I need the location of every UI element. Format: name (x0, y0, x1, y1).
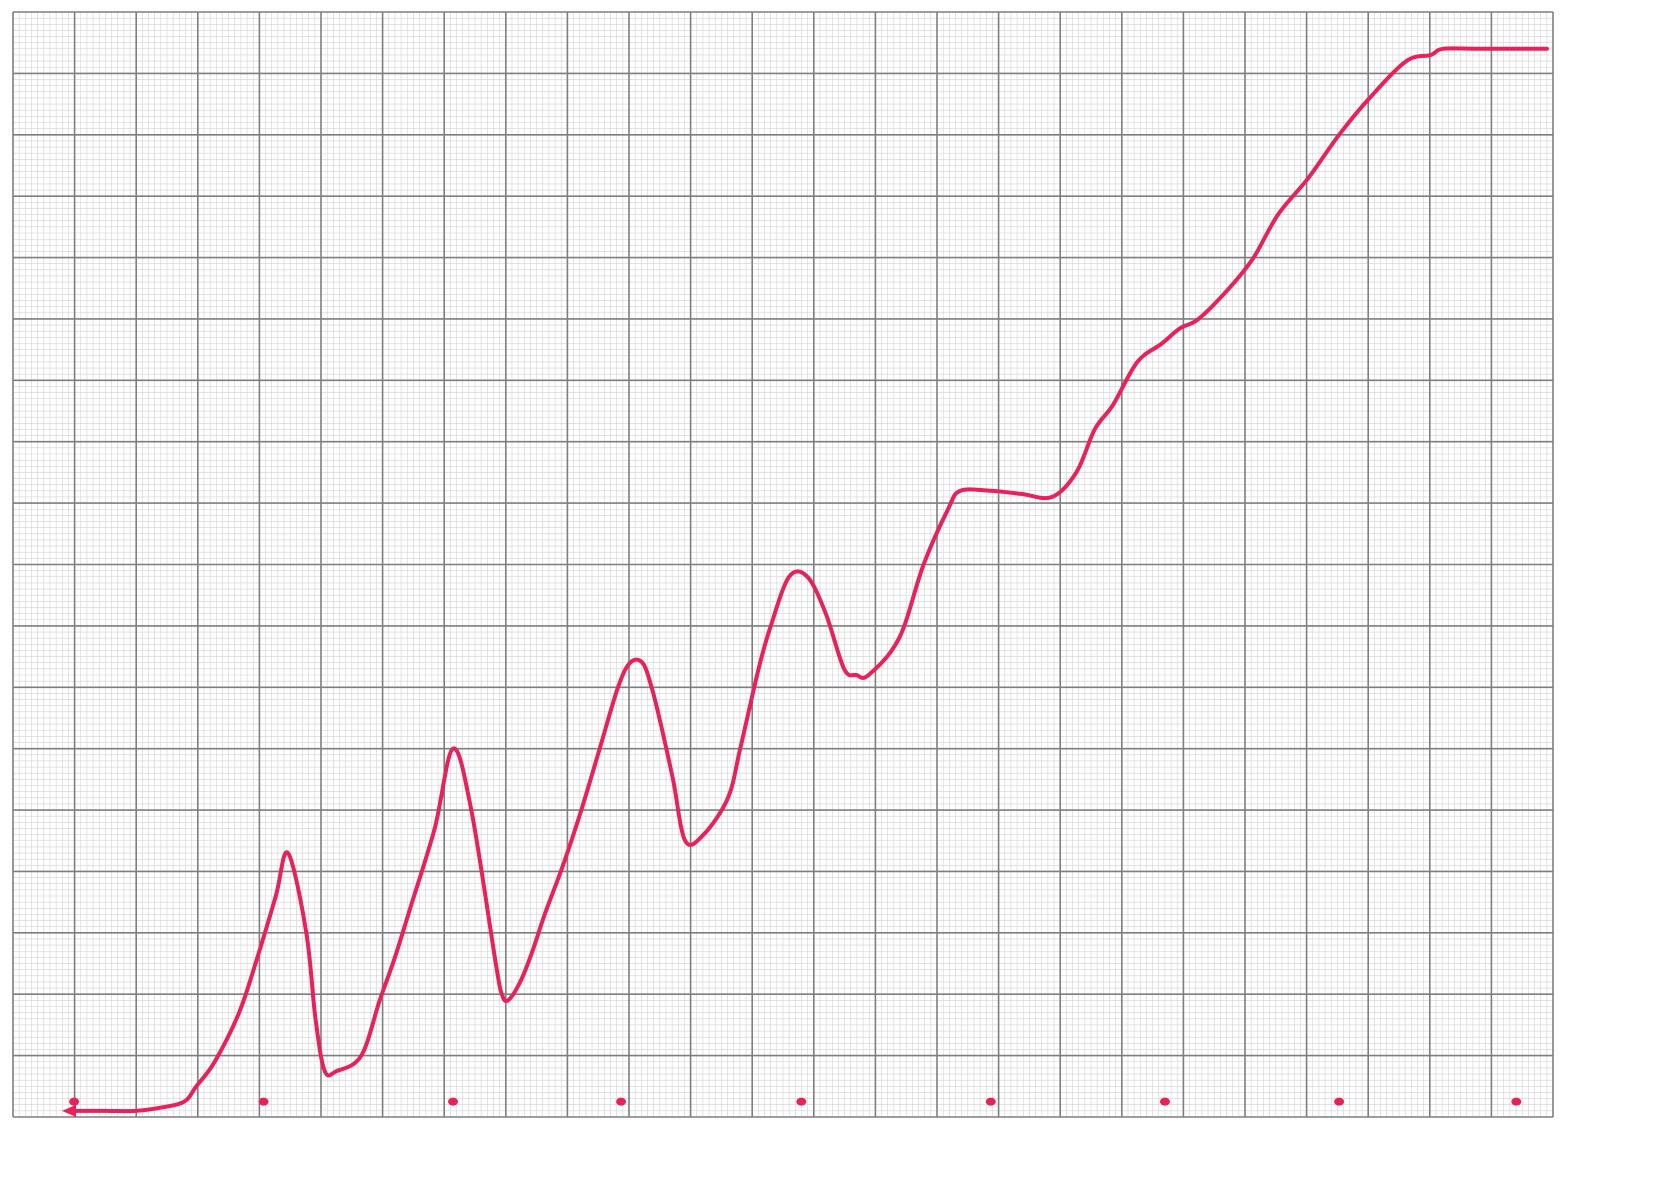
baseline-marker (616, 1097, 627, 1106)
series-line-trace (66, 46, 1549, 1114)
baseline-marker (1334, 1097, 1345, 1106)
baseline-marker (69, 1097, 80, 1106)
baseline-marker (796, 1097, 807, 1106)
baseline-marker (1159, 1097, 1170, 1106)
baseline-marker (258, 1097, 269, 1106)
baseline-marker (448, 1097, 458, 1106)
marker-layer (69, 1097, 1522, 1106)
series-start-arrow (62, 1104, 76, 1117)
series-layer (62, 46, 1549, 1117)
major-grid (12, 11, 1554, 1118)
baseline-marker (985, 1097, 996, 1106)
baseline-marker (1511, 1097, 1522, 1106)
